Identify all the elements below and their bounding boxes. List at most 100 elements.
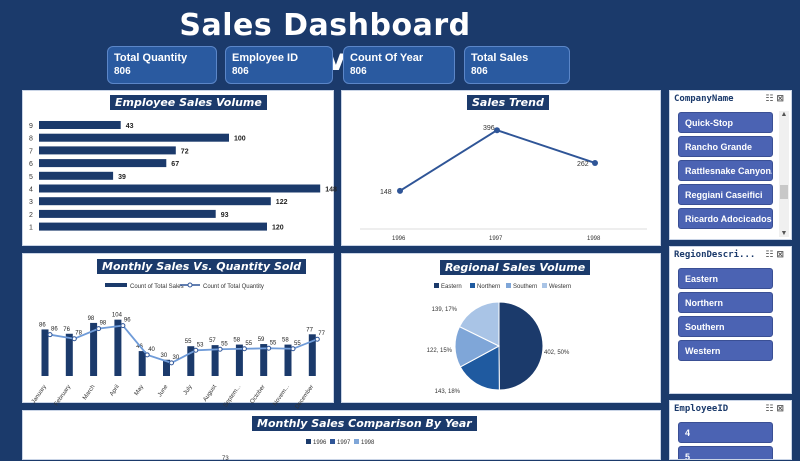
line-data-label: 96	[124, 318, 131, 324]
x-tick-label: August	[202, 384, 218, 403]
region-slicer-item[interactable]: Northern	[678, 292, 773, 313]
company-slicer-item[interactable]: Reggiani Caseifici	[678, 184, 773, 205]
data-label: 122	[276, 199, 288, 206]
y-tick-label: 7	[29, 148, 33, 155]
scroll-thumb[interactable]	[780, 185, 788, 199]
line-data-label: 30	[173, 355, 180, 361]
clear-filter-icon[interactable]: ⊠	[776, 404, 787, 414]
line-data-label: 78	[75, 331, 82, 337]
legend-label: Count of Total Sales	[130, 284, 184, 290]
panel-title: Regional Sales Volume	[440, 260, 591, 275]
company-slicer-item[interactable]: Quick-Stop	[678, 112, 773, 133]
clear-filter-icon[interactable]: ⊠	[776, 250, 787, 260]
line-data-label: 55	[221, 341, 228, 347]
bar	[163, 359, 170, 376]
slicer-scrollbar[interactable]: ▲ ▼	[779, 111, 789, 237]
line-data-label: 53	[197, 342, 204, 348]
regional-sales-panel[interactable]: Regional Sales Volume Eastern Northern Sou…	[341, 253, 661, 403]
data-label: 100	[234, 136, 246, 143]
legend-label: 1997	[337, 440, 351, 446]
sales-trend-chart: 148 1996 396 1997 262 1998	[360, 125, 647, 242]
data-point	[494, 127, 500, 134]
data-point	[96, 326, 102, 332]
region-slicer-item[interactable]: Eastern	[678, 268, 773, 289]
employee-sales-panel[interactable]: Employee Sales Volume 9 43 8 100 7 72 6 67 5 39 4 1…	[22, 90, 337, 246]
data-point	[47, 332, 53, 338]
slicer-header: RegionDescri... ☷⊠	[670, 247, 791, 265]
monthly-sales-panel[interactable]: Monthly Sales Vs. Quantity Sold Count of…	[22, 253, 334, 410]
line-data-label: 55	[245, 341, 252, 347]
legend-label: Northern	[477, 284, 500, 290]
line-data-label: 77	[318, 331, 325, 337]
company-slicer-item[interactable]: Ricardo Adocicados	[678, 208, 773, 229]
legend-swatch	[354, 439, 359, 444]
panel-title: Monthly Sales Vs. Quantity Sold	[97, 259, 307, 274]
x-tick-label: February	[54, 384, 73, 407]
data-label: 77	[306, 327, 313, 333]
y-tick-label: 6	[29, 161, 33, 168]
data-label: 148	[380, 189, 392, 196]
company-slicer-item[interactable]: Rancho Grande	[678, 136, 773, 157]
bar	[211, 345, 219, 376]
region-slicer: RegionDescri... ☷⊠ Eastern Northern Southe…	[669, 246, 792, 394]
region-slicer-item[interactable]: Southern	[678, 316, 773, 337]
series-line	[399, 129, 596, 192]
pie-slice	[459, 345, 500, 391]
kpi-label: Employee ID	[232, 52, 299, 64]
x-tick-label: March	[82, 384, 96, 401]
line-data-label: 86	[51, 327, 58, 333]
legend-swatch	[306, 439, 311, 444]
multi-select-icon[interactable]: ☷	[765, 404, 777, 414]
slicer-items: Quick-Stop Rancho Grande Rattlesnake Canyo…	[670, 112, 791, 229]
data-label: 396	[483, 125, 495, 132]
data-label: 262	[577, 161, 589, 168]
bar	[39, 133, 229, 142]
line-data-label: 40	[148, 347, 155, 353]
kpi-value: 806	[232, 66, 249, 77]
data-label: 104	[112, 313, 123, 319]
pie-slice	[498, 301, 544, 391]
kpi-card-count-of-year: Count Of Year 806	[343, 46, 455, 84]
employee-slicer-item[interactable]: 5	[678, 446, 773, 459]
x-tick-label: July	[183, 384, 194, 396]
multi-select-icon[interactable]: ☷	[765, 94, 777, 104]
company-slicer-item[interactable]: Rattlesnake Canyon...	[678, 160, 773, 181]
data-point	[217, 346, 223, 352]
bar	[39, 171, 114, 180]
scroll-down-icon[interactable]: ▼	[780, 230, 788, 237]
monthly-comparison-chart: 1996 1997 1998 73	[222, 439, 375, 461]
slicer-header: CompanyName ☷⊠	[670, 91, 791, 109]
line-data-label: 98	[100, 321, 107, 327]
panel-title: Employee Sales Volume	[110, 95, 267, 110]
scroll-up-icon[interactable]: ▲	[780, 111, 788, 118]
clear-filter-icon[interactable]: ⊠	[776, 94, 787, 104]
data-label: 93	[221, 212, 229, 219]
employee-slicer-item[interactable]: 4	[678, 422, 773, 443]
data-point	[290, 346, 296, 352]
kpi-card-total-sales: Total Sales 806	[464, 46, 570, 84]
kpi-card-total-quantity: Total Quantity 806	[107, 46, 217, 84]
bar	[138, 351, 146, 376]
multi-select-icon[interactable]: ☷	[765, 250, 777, 260]
legend-swatch	[105, 283, 127, 287]
monthly-sales-chart: Count of Total Sales Count of Total Quant…	[31, 282, 326, 410]
x-tick-label: 1996	[392, 236, 406, 242]
slicer-title: RegionDescri...	[674, 250, 756, 260]
bar	[39, 159, 167, 168]
data-label: 58	[233, 338, 240, 344]
monthly-comparison-panel[interactable]: Monthly Sales Comparison By Year 1996 199…	[22, 410, 661, 461]
regional-sales-chart: Eastern Northern Southern Western 402, 50% 13…	[427, 283, 571, 395]
legend-label: Count of Total Quantity	[203, 284, 264, 290]
data-point	[592, 159, 598, 166]
data-label: 86	[39, 322, 46, 328]
x-tick-label: Novem...	[272, 384, 291, 407]
region-slicer-item[interactable]: Western	[678, 340, 773, 361]
kpi-label: Count Of Year	[350, 52, 424, 64]
y-tick-label: 8	[29, 136, 33, 143]
sales-trend-panel[interactable]: Sales Trend 148 1996 396 1997 262 1998	[341, 90, 661, 246]
data-label: 43	[126, 123, 134, 130]
data-label: 57	[209, 338, 216, 344]
kpi-value: 806	[350, 66, 367, 77]
data-label: 30	[161, 353, 168, 359]
legend-swatch	[470, 283, 475, 288]
